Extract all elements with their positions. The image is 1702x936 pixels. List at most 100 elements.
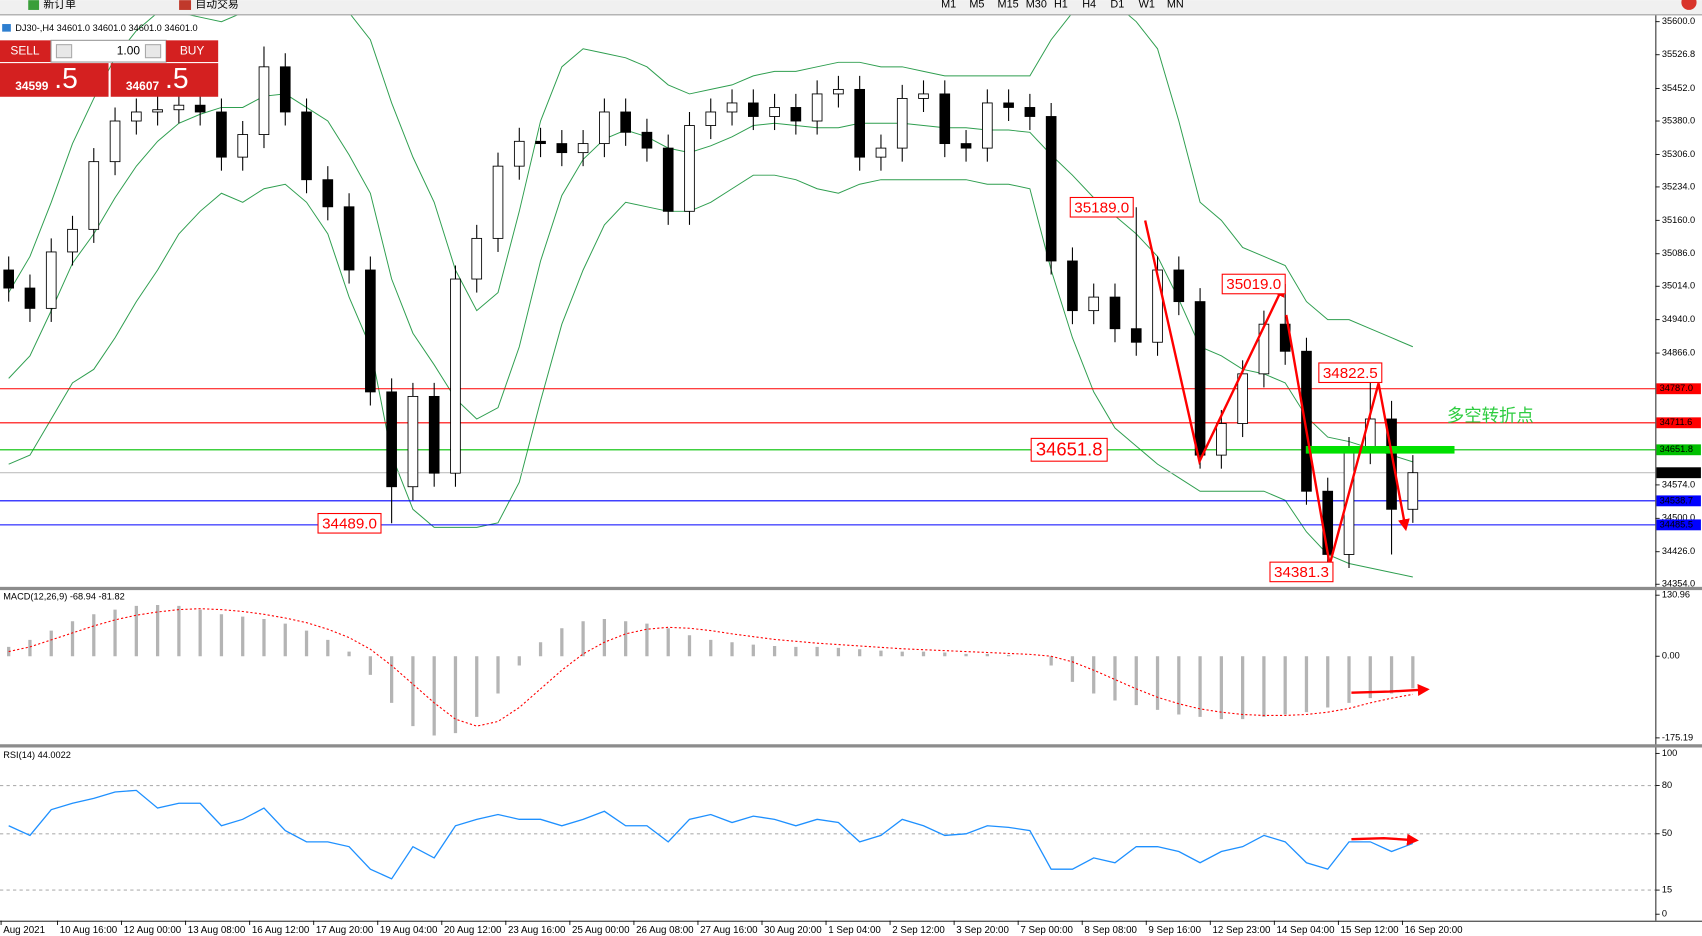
auto-trading-icon[interactable] [179, 0, 192, 10]
price-level-label: 34787.0 [1660, 383, 1693, 393]
candle-body [1301, 350, 1312, 492]
lot-down[interactable] [55, 44, 73, 59]
x-tick-label: 27 Aug 16:00 [700, 925, 758, 936]
annotation-label: 35189.0 [1074, 199, 1129, 216]
timeframe-button[interactable]: M15 [998, 0, 1019, 10]
candle-body [24, 287, 36, 309]
x-tick-label: 30 Aug 20:00 [764, 925, 822, 936]
timeframe-button[interactable]: H4 [1082, 0, 1096, 10]
buy-label[interactable]: BUY [180, 43, 205, 57]
annotation-box [1269, 561, 1334, 583]
pivot-bar [1305, 445, 1455, 454]
x-tick-label: 16 Aug 12:00 [252, 925, 310, 936]
annotation-label: 34489.0 [322, 515, 377, 532]
candle-body [1386, 418, 1397, 510]
toolbar-button[interactable]: 自动交易 [195, 0, 238, 10]
arrow [1351, 833, 1419, 846]
ask-box[interactable] [110, 63, 219, 97]
candle-body [705, 111, 717, 126]
time-axis: Aug 2021 10 Aug 16:00 12 Aug 00:00 13 Aug 0… [0, 920, 1464, 936]
annotation-label: 34822.5 [1323, 365, 1378, 382]
trade-panel: SELL 1.00 BUY 34599 .5 34607 .5 [0, 39, 219, 97]
timeframe-button[interactable]: W1 [1139, 0, 1155, 10]
candle-body [279, 66, 291, 113]
bollinger-band [8, 15, 1414, 348]
x-tick-label: 17 Aug 20:00 [316, 925, 374, 936]
x-tick-label: 12 Aug 00:00 [124, 925, 182, 936]
sell-label[interactable]: SELL [10, 43, 40, 57]
candle-body [258, 66, 270, 135]
candle-body [833, 88, 844, 95]
candle-body [1407, 472, 1419, 510]
price-level-tag [1656, 467, 1701, 479]
new-order-icon[interactable] [28, 0, 40, 10]
candle-body [641, 131, 653, 149]
candle-body [662, 147, 674, 212]
candle-body [67, 228, 78, 253]
timeframe-button[interactable]: MN [1167, 0, 1184, 10]
trend-arrows [1143, 220, 1430, 846]
x-tick-label: 25 Aug 00:00 [572, 925, 630, 936]
bid-box[interactable] [0, 63, 109, 97]
timeframe-button[interactable]: D1 [1110, 0, 1124, 10]
sell-button[interactable] [0, 40, 52, 63]
x-tick-label: 10 Aug 16:00 [60, 925, 118, 936]
x-tick-label: Aug 2021 [3, 925, 45, 936]
candle-body [322, 179, 334, 208]
y-tick-label: 0 [1662, 909, 1667, 919]
candle-body [811, 93, 823, 122]
candle-body [556, 143, 568, 154]
x-tick-label: 19 Aug 04:00 [380, 925, 438, 936]
y-tick-label: 35234.0 [1662, 181, 1695, 191]
annotation-label: 35019.0 [1226, 276, 1281, 293]
rsi-line [8, 789, 1414, 880]
bid-pips[interactable]: .5 [54, 62, 78, 94]
y-tick-label: 34574.0 [1662, 479, 1695, 489]
candle-body [577, 143, 589, 154]
candle-body [1024, 107, 1036, 117]
price-level-label: 34538.7 [1660, 495, 1693, 505]
timeframe-button[interactable]: H1 [1054, 0, 1068, 10]
candle-body [1130, 328, 1142, 343]
x-tick-label: 20 Aug 12:00 [444, 925, 502, 936]
timeframe-button[interactable]: M30 [1026, 0, 1047, 10]
candle-body [726, 102, 738, 113]
price-level-label: 34485.5 [1660, 519, 1693, 529]
ask-price[interactable]: 34607 [126, 79, 160, 93]
candle-body [535, 140, 546, 145]
price-level-tag [1656, 383, 1701, 395]
y-tick-label: 15 [1662, 885, 1672, 895]
price-level-tag [1656, 495, 1701, 507]
candle-body [3, 269, 15, 289]
x-tick-label: 16 Sep 20:00 [1405, 925, 1464, 936]
rsi-panel [0, 785, 1656, 891]
timeframe-button[interactable]: M5 [969, 0, 984, 10]
ask-pips[interactable]: .5 [165, 62, 189, 94]
candle-body [769, 107, 780, 117]
x-tick-label: 15 Sep 12:00 [1341, 925, 1400, 936]
x-tick-label: 23 Aug 16:00 [508, 925, 566, 936]
y-tick-label: 35306.0 [1662, 149, 1695, 159]
candle-body [88, 161, 100, 230]
bid-price[interactable]: 34599 [15, 79, 49, 93]
candle-body [599, 111, 610, 145]
lot-value[interactable]: 1.00 [117, 43, 141, 57]
buy-button[interactable] [166, 40, 219, 63]
toolbar-button[interactable]: 新订单 [43, 0, 76, 10]
lot-up[interactable] [144, 44, 162, 59]
chart-frame [0, 15, 1702, 922]
alert-icon[interactable] [1681, 0, 1697, 10]
candle-body [152, 109, 163, 113]
annotation-box [317, 512, 382, 534]
timeframe-button[interactable]: M1 [941, 0, 956, 10]
macd-panel [7, 604, 1415, 736]
candle-body [237, 134, 249, 158]
annotation-box [1318, 362, 1383, 384]
price-level-tag [1656, 417, 1701, 429]
price-level-label: 34651.8 [1660, 444, 1693, 454]
price-level-label: 34711.6 [1660, 417, 1693, 427]
candle-body [1194, 301, 1206, 456]
candle-body [194, 104, 206, 113]
